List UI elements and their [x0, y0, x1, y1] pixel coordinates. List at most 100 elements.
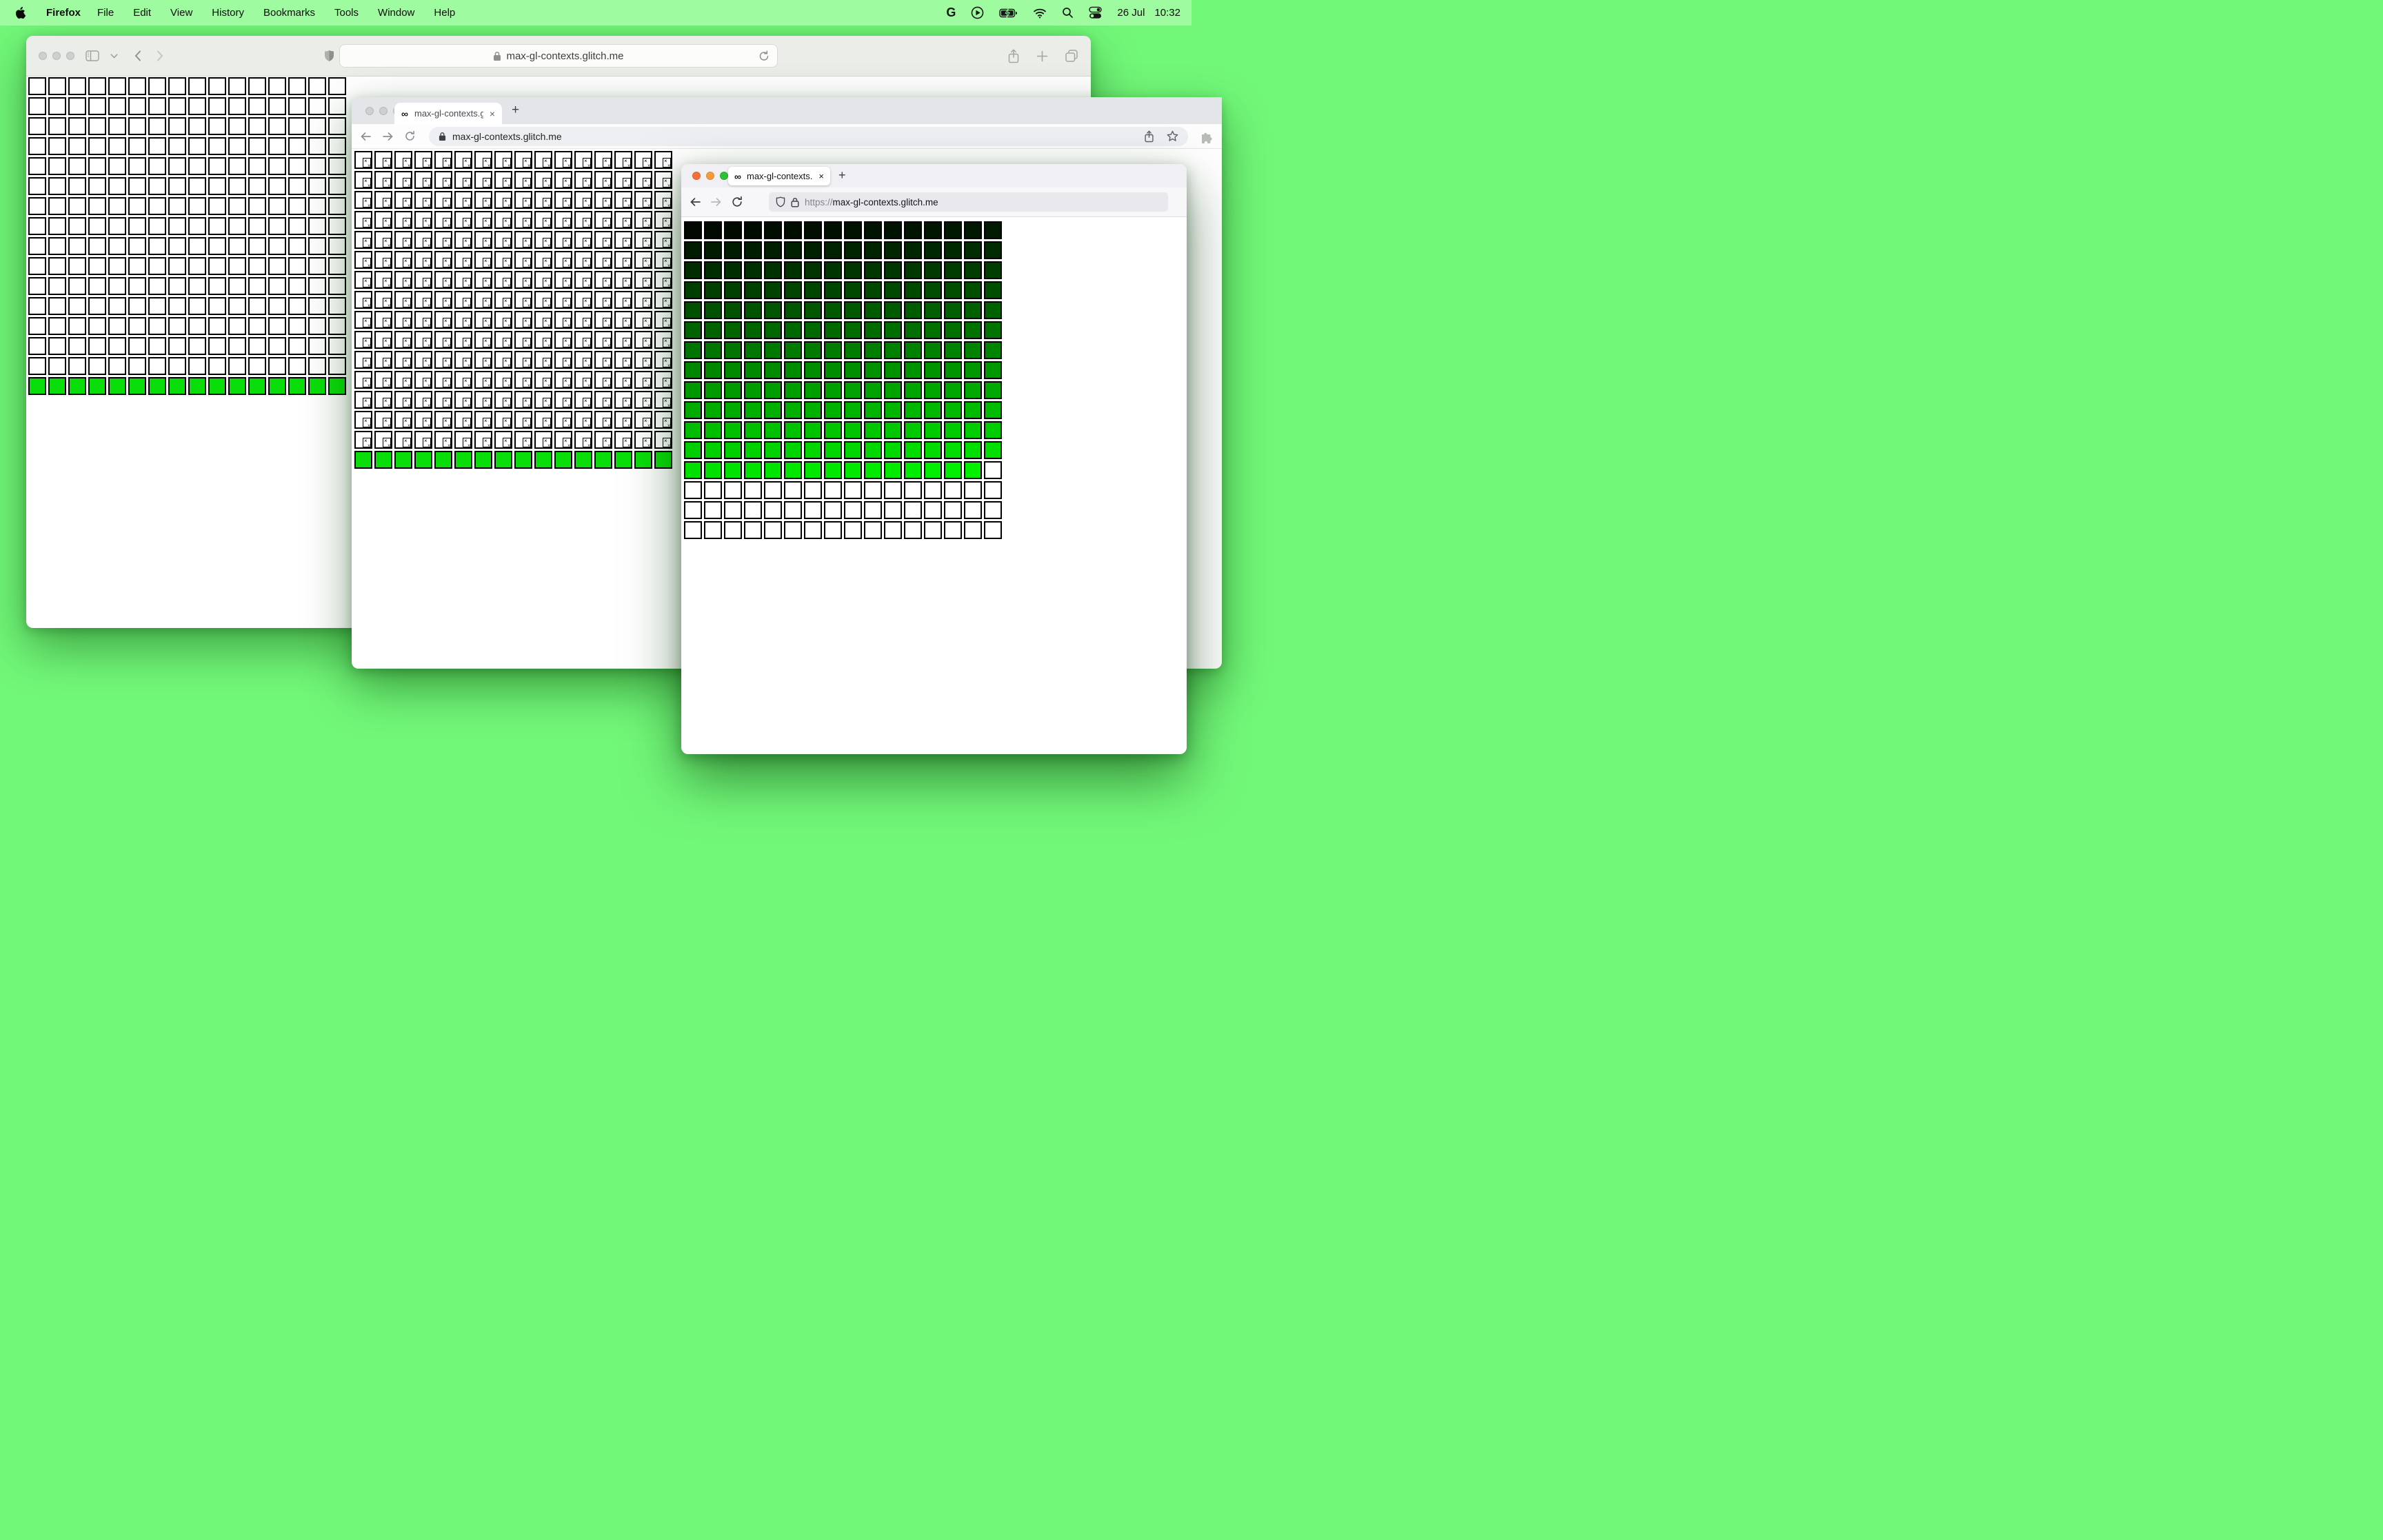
chrome-active-tab[interactable]: ∞ max-gl-contexts.glitch.me × — [394, 103, 502, 124]
close-button[interactable] — [39, 52, 47, 60]
safari-url-field[interactable]: max-gl-contexts.glitch.me — [339, 44, 778, 68]
broken-image-icon: × v — [543, 198, 551, 208]
gl-canvas-cell: × v — [634, 251, 652, 269]
sidebar-icon[interactable] — [86, 50, 99, 61]
back-icon[interactable] — [360, 131, 372, 142]
new-tab-button[interactable]: + — [512, 103, 520, 117]
broken-image-icon: × v — [463, 218, 471, 228]
menu-item-file[interactable]: File — [97, 7, 114, 19]
menu-item-view[interactable]: View — [170, 7, 193, 19]
gl-canvas-cell — [148, 157, 166, 175]
menu-bar-clock[interactable]: 26 Jul 10:32 — [1117, 7, 1180, 19]
gl-canvas-cell — [944, 361, 962, 379]
play-circle-icon[interactable] — [971, 6, 984, 19]
tab-close-icon[interactable]: × — [489, 108, 495, 119]
gl-canvas-cell — [924, 401, 942, 419]
minimize-button[interactable] — [706, 172, 714, 180]
active-app-name[interactable]: Firefox — [46, 7, 81, 19]
gl-canvas-cell — [148, 77, 166, 95]
broken-image-icon: × v — [483, 158, 491, 168]
reload-icon[interactable] — [758, 50, 770, 62]
close-button[interactable] — [692, 172, 701, 180]
gl-canvas-cell: × v — [614, 351, 632, 369]
broken-image-icon: × v — [503, 398, 511, 408]
forward-icon[interactable] — [382, 131, 394, 142]
tab-close-icon[interactable]: × — [818, 171, 824, 181]
gl-canvas-cell — [88, 257, 106, 275]
tracking-shield-icon[interactable] — [776, 196, 785, 207]
battery-charging-icon[interactable] — [999, 8, 1018, 19]
chrome-url-field[interactable]: max-gl-contexts.glitch.me — [429, 126, 1188, 146]
broken-image-icon: × v — [603, 358, 611, 368]
broken-image-icon: × v — [623, 378, 631, 388]
privacy-shield-icon[interactable] — [324, 50, 334, 62]
menu-item-window[interactable]: Window — [378, 7, 415, 19]
new-tab-button[interactable]: + — [838, 168, 846, 182]
firefox-active-tab[interactable]: ∞ max-gl-contexts.glitch.me/ × — [728, 167, 830, 185]
chevron-down-icon[interactable] — [110, 53, 118, 59]
back-icon[interactable] — [690, 196, 701, 207]
bookmark-star-icon[interactable] — [1167, 130, 1178, 143]
gl-canvas-cell: × v — [434, 411, 452, 429]
forward-icon[interactable] — [710, 196, 722, 207]
gl-canvas-cell — [784, 261, 802, 279]
close-button[interactable] — [365, 107, 374, 115]
broken-image-icon: × v — [643, 198, 651, 208]
gl-canvas-cell — [984, 481, 1002, 499]
broken-image-icon: × v — [463, 338, 471, 348]
zoom-button[interactable] — [720, 172, 728, 180]
gl-canvas-cell — [904, 241, 922, 259]
minimize-button[interactable] — [52, 52, 61, 60]
broken-image-icon: × v — [663, 198, 671, 208]
gl-canvas-cell — [804, 401, 822, 419]
gl-canvas-cell — [824, 421, 842, 439]
control-center-icon[interactable] — [1089, 6, 1103, 19]
gl-canvas-cell — [864, 261, 882, 279]
gl-canvas-cell: × v — [474, 391, 492, 409]
minimize-button[interactable] — [379, 107, 388, 115]
share-icon[interactable] — [1144, 130, 1154, 143]
gl-canvas-cell — [88, 297, 106, 315]
gl-canvas-cell: × v — [454, 211, 472, 229]
menu-item-edit[interactable]: Edit — [133, 7, 152, 19]
gl-canvas-cell — [328, 317, 346, 335]
gl-canvas-cell: × v — [394, 371, 412, 389]
gl-canvas-cell — [764, 441, 782, 459]
google-menu-icon[interactable]: G — [946, 6, 956, 19]
zoom-button[interactable] — [66, 52, 74, 60]
back-icon[interactable] — [134, 50, 141, 61]
menu-item-bookmarks[interactable]: Bookmarks — [263, 7, 315, 19]
reload-icon[interactable] — [404, 130, 416, 142]
gl-canvas-cell — [744, 261, 762, 279]
gl-canvas-cell — [108, 237, 126, 255]
gl-canvas-cell — [68, 177, 86, 195]
broken-image-icon: × v — [643, 318, 651, 328]
broken-image-icon: × v — [663, 278, 671, 288]
apple-menu-icon[interactable] — [15, 7, 26, 19]
gl-canvas-cell — [944, 341, 962, 359]
menu-item-history[interactable]: History — [212, 7, 244, 19]
gl-canvas-cell: × v — [554, 271, 572, 289]
menu-item-tools[interactable]: Tools — [334, 7, 359, 19]
gl-canvas-cell — [864, 421, 882, 439]
chrome-toolbar: max-gl-contexts.glitch.me — [352, 124, 1222, 149]
tab-overview-icon[interactable] — [1065, 49, 1078, 63]
forward-icon[interactable] — [157, 50, 163, 61]
gl-canvas-cell — [128, 137, 146, 155]
firefox-url-field[interactable]: https://max-gl-contexts.glitch.me — [769, 192, 1168, 212]
share-icon[interactable] — [1007, 48, 1020, 63]
gl-canvas-cell — [514, 451, 532, 469]
extensions-puzzle-icon[interactable] — [1200, 130, 1214, 143]
gl-canvas-cell — [924, 361, 942, 379]
broken-image-icon: × v — [423, 238, 431, 248]
gl-canvas-cell — [724, 301, 742, 319]
lock-icon[interactable] — [791, 197, 799, 207]
gl-canvas-cell — [168, 197, 186, 215]
new-tab-icon[interactable] — [1036, 50, 1048, 62]
wifi-icon[interactable] — [1033, 8, 1047, 19]
reload-icon[interactable] — [731, 196, 743, 208]
gl-canvas-cell — [844, 441, 862, 459]
safari-toolbar-right — [1007, 48, 1078, 63]
menu-item-help[interactable]: Help — [434, 7, 456, 19]
spotlight-search-icon[interactable] — [1062, 7, 1074, 19]
